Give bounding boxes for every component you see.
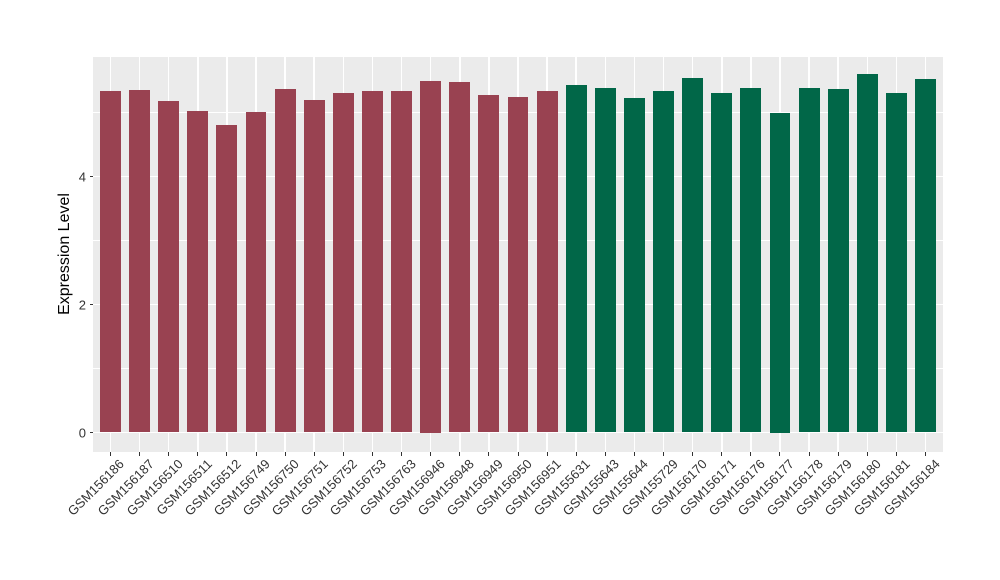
bar — [158, 100, 180, 433]
bar — [856, 74, 878, 433]
x-tick — [488, 452, 490, 456]
bar — [449, 81, 471, 433]
x-tick — [430, 452, 432, 456]
x-tick — [109, 452, 111, 456]
x-tick — [371, 452, 373, 456]
bar — [740, 88, 762, 433]
x-tick — [313, 452, 315, 456]
x-tick — [459, 452, 461, 456]
bar — [274, 88, 296, 433]
x-tick — [226, 452, 228, 456]
x-tick — [895, 452, 897, 456]
bar — [565, 84, 587, 433]
bar — [478, 95, 500, 433]
bar — [507, 97, 529, 433]
x-tick — [168, 452, 170, 456]
x-tick — [546, 452, 548, 456]
bar — [332, 93, 354, 433]
x-tick — [284, 452, 286, 456]
x-tick — [401, 452, 403, 456]
x-tick — [255, 452, 257, 456]
x-tick — [342, 452, 344, 456]
y-tick-label: 0 — [78, 425, 86, 440]
bar — [624, 98, 645, 433]
y-tick — [89, 304, 93, 305]
bar — [129, 90, 150, 433]
bar — [536, 91, 558, 433]
x-tick — [837, 452, 839, 456]
y-tick-label: 4 — [78, 169, 86, 184]
bar — [594, 88, 616, 433]
x-tick — [517, 452, 519, 456]
bar — [886, 92, 907, 433]
y-tick — [89, 432, 93, 433]
bar — [769, 112, 791, 433]
x-tick — [633, 452, 635, 456]
x-tick — [721, 452, 723, 456]
bar — [711, 92, 733, 433]
bar — [682, 77, 704, 433]
y-tick-label: 2 — [78, 297, 86, 312]
x-tick — [575, 452, 577, 456]
bar — [420, 80, 442, 433]
x-tick — [866, 452, 868, 456]
x-tick — [604, 452, 606, 456]
bar — [100, 90, 121, 433]
x-tick — [779, 452, 781, 456]
bar — [216, 125, 238, 433]
bar — [798, 88, 820, 433]
x-tick — [139, 452, 141, 456]
bar — [303, 99, 325, 433]
x-tick — [197, 452, 199, 456]
x-tick — [750, 452, 752, 456]
x-tick — [663, 452, 665, 456]
bar — [827, 89, 849, 433]
bar — [391, 90, 412, 433]
bar — [187, 110, 209, 433]
bar — [915, 79, 936, 433]
bar — [245, 111, 267, 433]
bar — [653, 90, 674, 433]
x-tick — [925, 452, 927, 456]
bar — [362, 91, 383, 433]
x-tick — [808, 452, 810, 456]
x-tick — [692, 452, 694, 456]
y-tick — [89, 176, 93, 177]
y-axis-title: Expression Level — [56, 193, 73, 315]
